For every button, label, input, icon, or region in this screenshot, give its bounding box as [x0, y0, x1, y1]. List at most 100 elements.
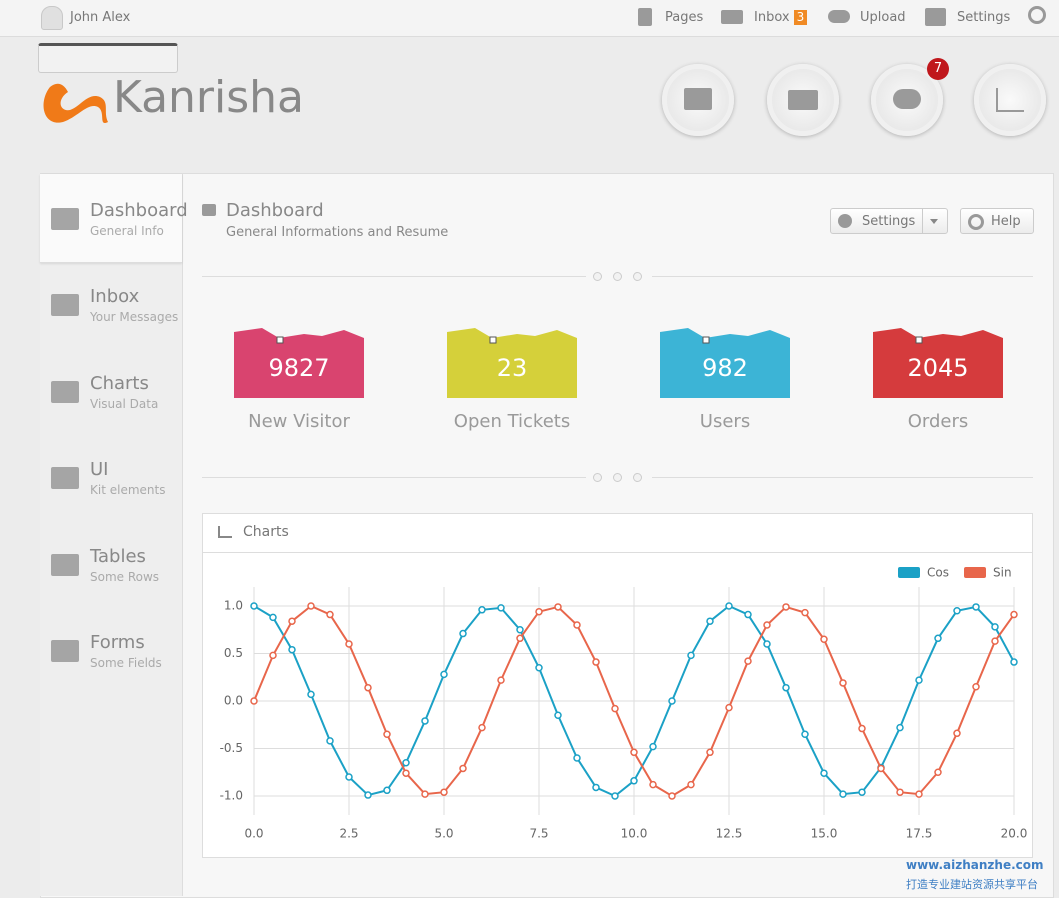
sidebar-title[interactable]: Tables [90, 545, 146, 567]
chart-panel [202, 513, 1033, 858]
stat-box [234, 328, 364, 398]
data-point [706, 617, 714, 625]
nav-link[interactable]: Inbox [754, 10, 790, 25]
data-point [763, 621, 771, 629]
data-point [535, 607, 543, 616]
sidebar-title[interactable]: UI [90, 459, 109, 481]
sidebar-subtitle[interactable]: General Info [90, 224, 164, 238]
data-point [858, 788, 866, 796]
logo-mascot [43, 83, 108, 124]
data-point [649, 742, 657, 751]
data-point [953, 729, 961, 738]
sidebar-icon[interactable] [51, 467, 79, 490]
settings-button[interactable]: Settings [830, 208, 948, 234]
sidebar-icon[interactable] [51, 380, 79, 403]
money-icon [684, 88, 712, 110]
sidebar-subtitle[interactable]: Some Fields [90, 656, 162, 670]
dropdown-caret[interactable] [930, 219, 938, 224]
data-point [573, 621, 581, 629]
data-point [839, 790, 847, 798]
data-point [269, 613, 277, 622]
sidebar-icon[interactable] [51, 294, 79, 317]
sidebar-subtitle[interactable]: Your Messages [90, 310, 179, 325]
separator-dot [613, 473, 622, 482]
data-point [782, 683, 790, 692]
header-title: Dashboard [226, 200, 324, 221]
sidebar-icon[interactable] [51, 553, 79, 576]
data-point [706, 748, 714, 757]
truck-icon [788, 90, 818, 110]
data-point [421, 717, 429, 725]
data-point [402, 769, 410, 777]
stat-value: 2045 [907, 354, 969, 382]
data-point [839, 679, 847, 687]
x-tick-label: 20.0 [1001, 827, 1028, 841]
nav-link[interactable]: Upload [860, 10, 906, 25]
nav-link[interactable]: Settings [957, 10, 1011, 25]
data-point [288, 645, 296, 654]
y-tick-label: 0.0 [224, 694, 243, 708]
sidebar-subtitle[interactable]: Visual Data [90, 396, 159, 411]
data-point [307, 602, 315, 610]
x-tick-label: 7.5 [529, 827, 548, 841]
sidebar-icon[interactable] [51, 640, 79, 662]
data-point [611, 792, 619, 800]
sidebar-subtitle[interactable]: Kit elements [90, 483, 166, 498]
watermark-tagline: 打造专业建站资源共享平台 [906, 878, 1038, 891]
inbox-icon [721, 10, 743, 24]
sidebar-title[interactable]: Dashboard [90, 200, 188, 221]
user-name[interactable]: John Alex [70, 10, 131, 25]
data-point [345, 640, 353, 648]
data-point [630, 748, 638, 757]
data-point [953, 607, 961, 615]
data-point [744, 610, 752, 619]
data-point [915, 676, 923, 684]
chart-panel-title: Charts [243, 524, 289, 540]
logo-text: Kanrisha [113, 72, 305, 123]
watermark-url: www.aizhanzhe.com [906, 858, 1044, 872]
stat-label: Orders [907, 411, 969, 432]
separator-dot [593, 272, 602, 281]
nav-link[interactable]: Pages [665, 10, 704, 25]
data-point [402, 759, 410, 767]
chart: 1.0 0.5 0.0 -0.5 -1.0 0.0 2.5 5.0 7.5 10.0 12.5 15.… [220, 566, 1028, 841]
data-point [497, 604, 505, 612]
data-point [288, 617, 296, 625]
quick-button[interactable] [662, 64, 734, 136]
settings-icon [925, 8, 946, 26]
data-point [915, 790, 923, 798]
data-point [649, 780, 657, 789]
data-point [421, 790, 429, 798]
data-point [687, 780, 695, 789]
data-point [269, 651, 277, 660]
quick-button[interactable] [974, 64, 1046, 136]
x-tick-label: 2.5 [339, 827, 358, 841]
sidebar-title[interactable]: Forms [90, 632, 145, 653]
data-point [478, 606, 486, 614]
dropdown-divider [922, 209, 923, 233]
sidebar [40, 174, 183, 896]
sidebar-title[interactable]: Charts [90, 372, 149, 394]
data-point [345, 773, 353, 781]
data-point [326, 610, 334, 619]
data-point [896, 788, 904, 796]
stat-box [447, 328, 577, 398]
legend-label: Sin [993, 566, 1012, 580]
legend-swatch [964, 567, 986, 578]
y-tick-label: 1.0 [224, 599, 243, 613]
data-point [383, 730, 391, 738]
top-bar [0, 0, 1059, 37]
search-icon[interactable] [1028, 6, 1046, 24]
sidebar-icon[interactable] [51, 208, 79, 230]
data-point [630, 777, 638, 785]
inbox-badge: 3 [794, 10, 807, 25]
x-tick-label: 17.5 [906, 827, 933, 841]
sidebar-subtitle[interactable]: Some Rows [90, 569, 160, 584]
notification-badge: 7 [927, 58, 949, 80]
sidebar-title[interactable]: Inbox [90, 286, 140, 308]
data-point [896, 723, 904, 732]
data-point [763, 640, 771, 648]
stat-box-pin [489, 336, 497, 344]
x-tick-label: 12.5 [716, 827, 743, 841]
stat-box-fill [234, 328, 364, 398]
